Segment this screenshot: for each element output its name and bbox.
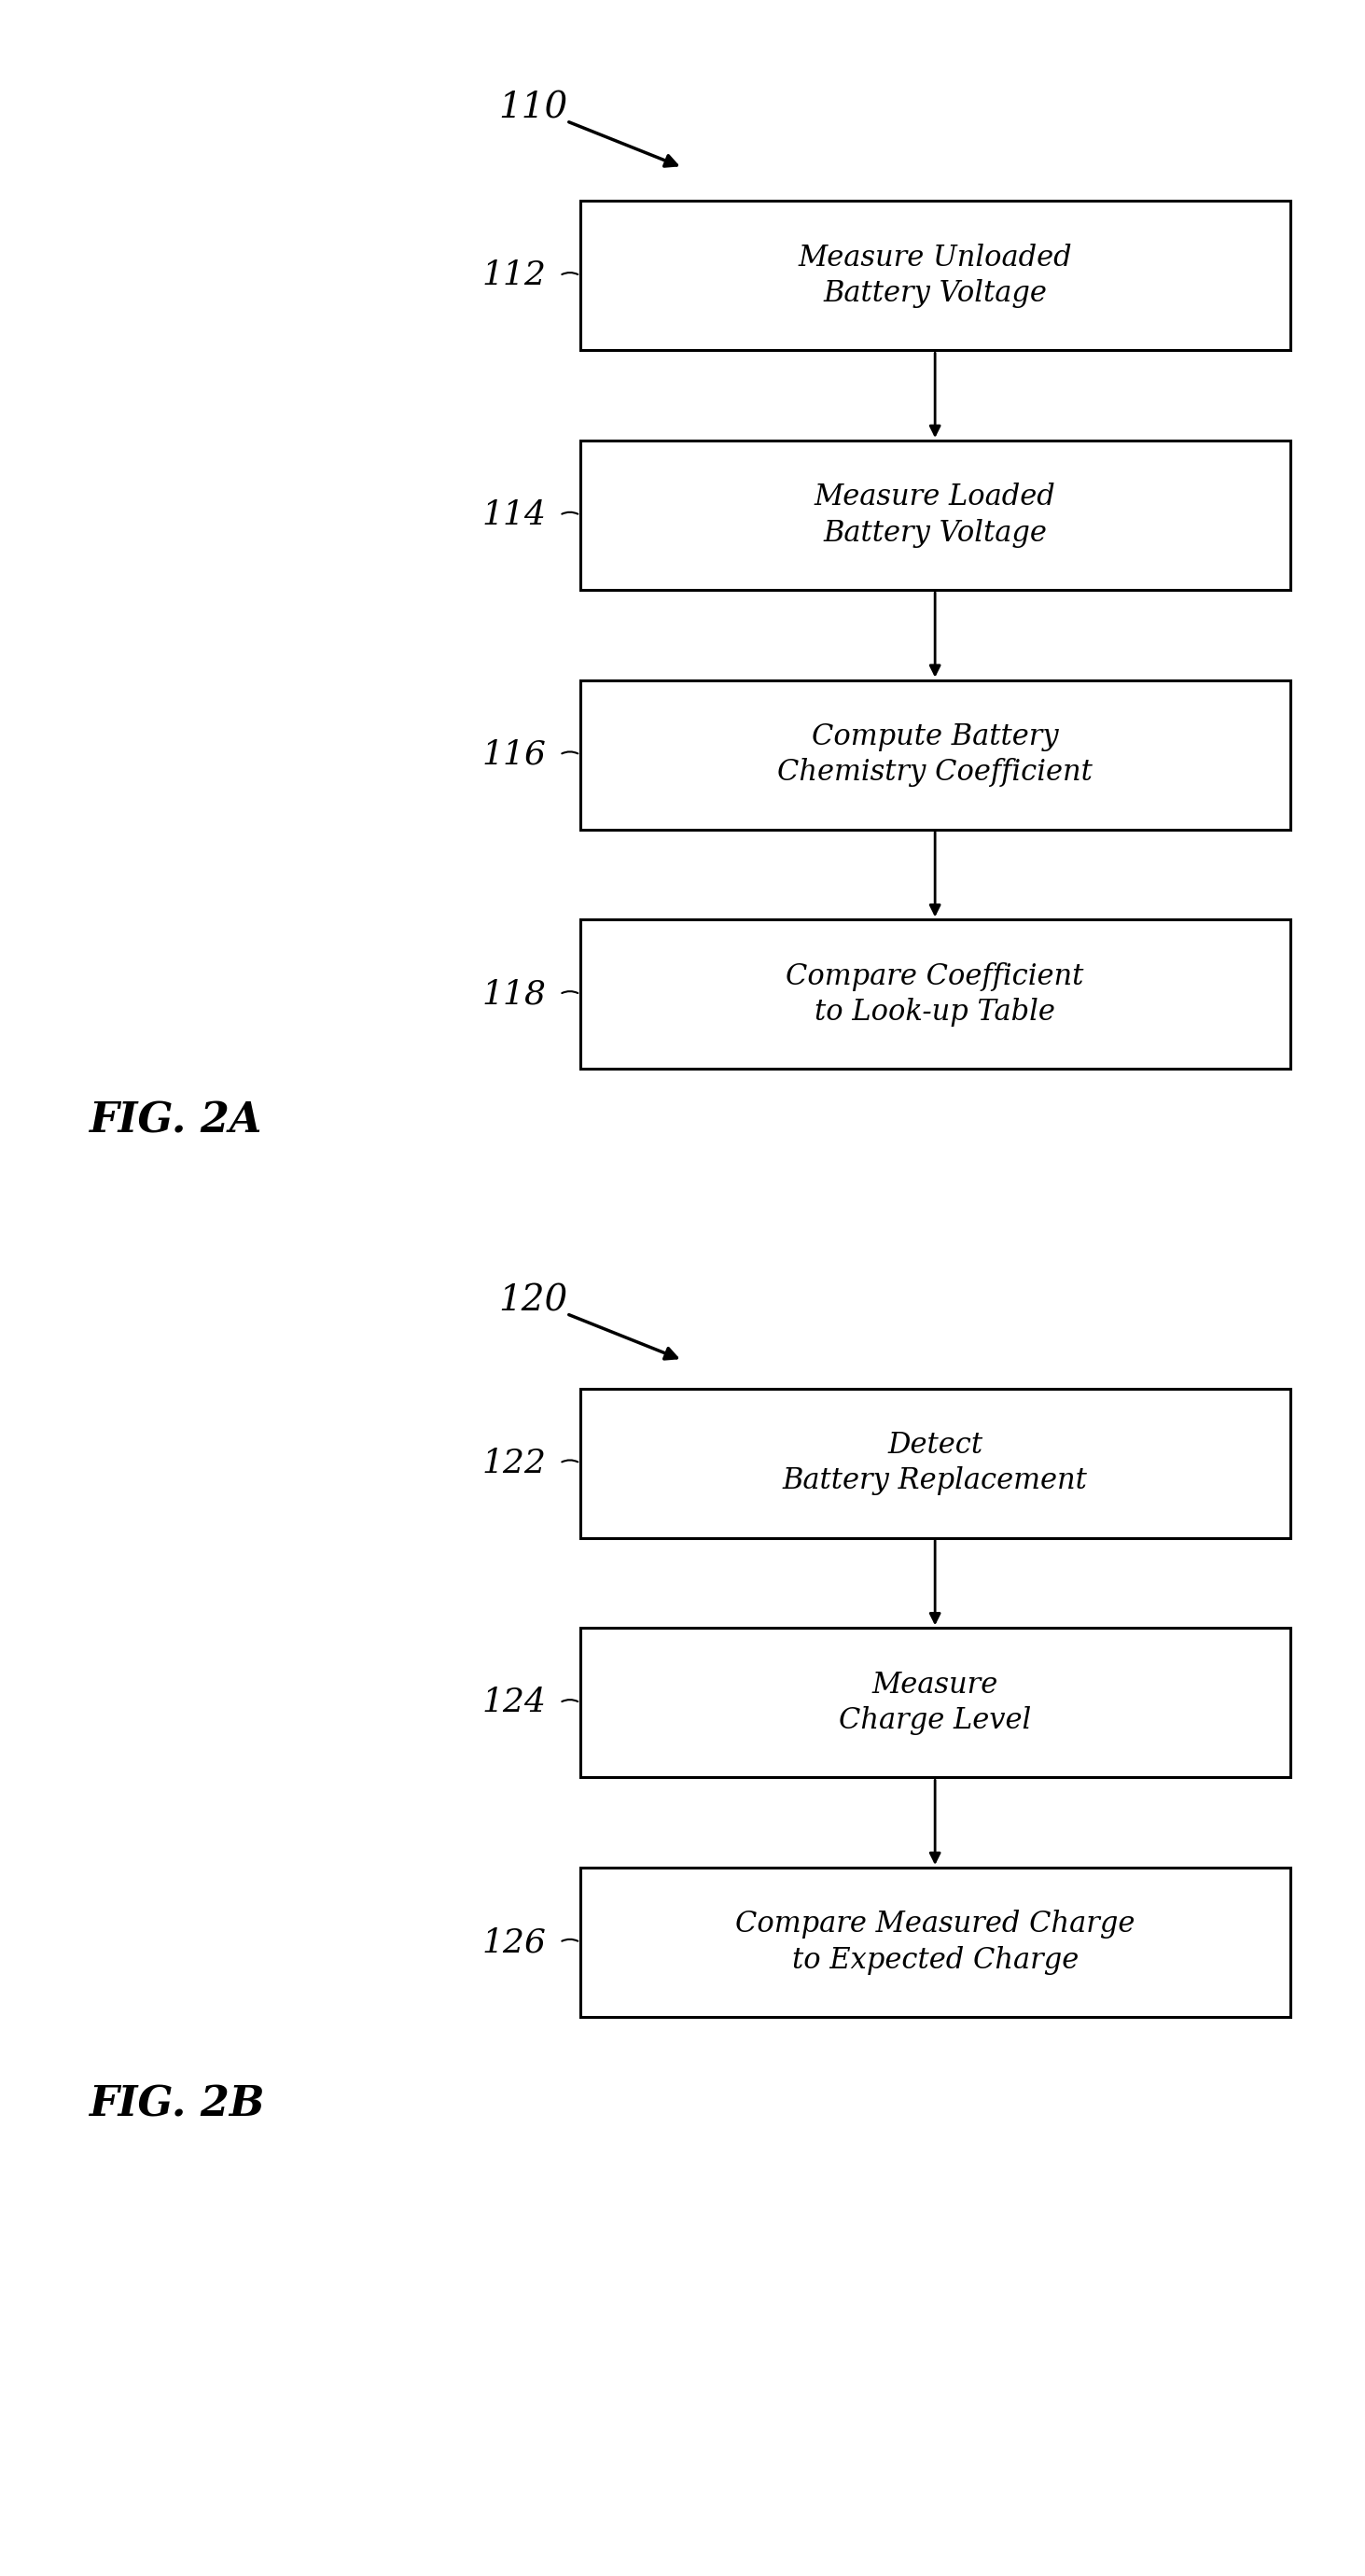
Text: 124: 124 bbox=[482, 1687, 546, 1718]
Text: Measure
Charge Level: Measure Charge Level bbox=[839, 1669, 1031, 1736]
Text: FIG. 2B: FIG. 2B bbox=[89, 2084, 265, 2125]
Bar bbox=[580, 680, 1290, 829]
Bar bbox=[580, 440, 1290, 590]
Bar bbox=[580, 1628, 1290, 1777]
Bar bbox=[580, 1868, 1290, 2017]
Text: Detect
Battery Replacement: Detect Battery Replacement bbox=[782, 1430, 1088, 1497]
Text: 126: 126 bbox=[482, 1927, 546, 1958]
Text: FIG. 2A: FIG. 2A bbox=[89, 1100, 262, 1141]
Bar bbox=[580, 920, 1290, 1069]
Text: Compute Battery
Chemistry Coefficient: Compute Battery Chemistry Coefficient bbox=[778, 721, 1092, 788]
Bar bbox=[580, 201, 1290, 350]
Text: 120: 120 bbox=[498, 1283, 568, 1319]
Text: 116: 116 bbox=[482, 739, 546, 770]
Bar bbox=[580, 1388, 1290, 1538]
Text: Compare Measured Charge
to Expected Charge: Compare Measured Charge to Expected Char… bbox=[736, 1909, 1134, 1976]
Text: Compare Coefficient
to Look-up Table: Compare Coefficient to Look-up Table bbox=[786, 961, 1084, 1028]
Text: Measure Loaded
Battery Voltage: Measure Loaded Battery Voltage bbox=[815, 482, 1055, 549]
Text: 110: 110 bbox=[498, 90, 568, 126]
Text: 114: 114 bbox=[482, 500, 546, 531]
Text: 118: 118 bbox=[482, 979, 546, 1010]
Text: 122: 122 bbox=[482, 1448, 546, 1479]
Text: 112: 112 bbox=[482, 260, 546, 291]
Text: Measure Unloaded
Battery Voltage: Measure Unloaded Battery Voltage bbox=[799, 242, 1072, 309]
